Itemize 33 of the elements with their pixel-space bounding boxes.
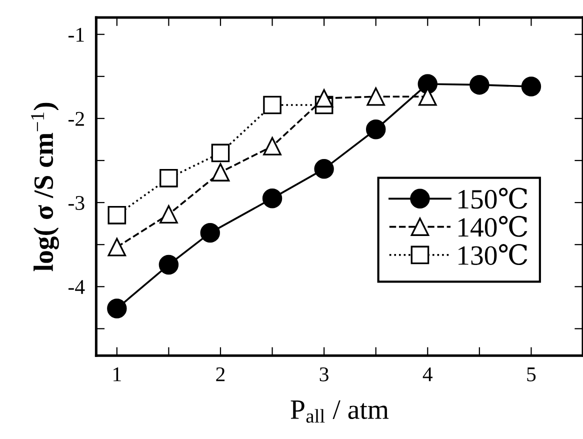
point — [200, 222, 220, 243]
point — [211, 144, 230, 162]
point — [470, 74, 490, 95]
x-tick-label: 1 — [114, 367, 121, 382]
y-tick-label: -2 — [68, 112, 84, 126]
point — [366, 87, 386, 106]
point — [263, 137, 282, 156]
point — [158, 254, 179, 275]
x-tick-label: 4 — [422, 367, 433, 382]
point — [263, 96, 282, 114]
legend-label: 130℃ — [458, 244, 528, 266]
y-tick-label: -4 — [68, 280, 85, 294]
point — [160, 169, 178, 188]
point — [366, 120, 386, 140]
point — [211, 163, 230, 182]
x-tick-label: 3 — [320, 367, 328, 382]
point — [314, 89, 334, 108]
y-tick-label: -3 — [68, 196, 84, 210]
x-tick-label: 5 — [527, 368, 536, 382]
y-tick-label: -1 — [68, 28, 84, 42]
point — [418, 74, 438, 94]
y-axis-title: log( σ /S cm$^{−1}$) — [31, 102, 59, 272]
point — [521, 76, 542, 96]
legend-label: 150℃ — [458, 188, 528, 209]
point — [107, 298, 127, 318]
point — [108, 238, 126, 256]
point — [314, 159, 334, 179]
legend-label: 140℃ — [458, 216, 528, 237]
point — [262, 188, 282, 208]
x-axis-title: P$_{all}$ / atm — [290, 400, 389, 423]
point — [160, 205, 178, 224]
x-tick-label: 2 — [216, 367, 225, 382]
point — [108, 206, 126, 224]
